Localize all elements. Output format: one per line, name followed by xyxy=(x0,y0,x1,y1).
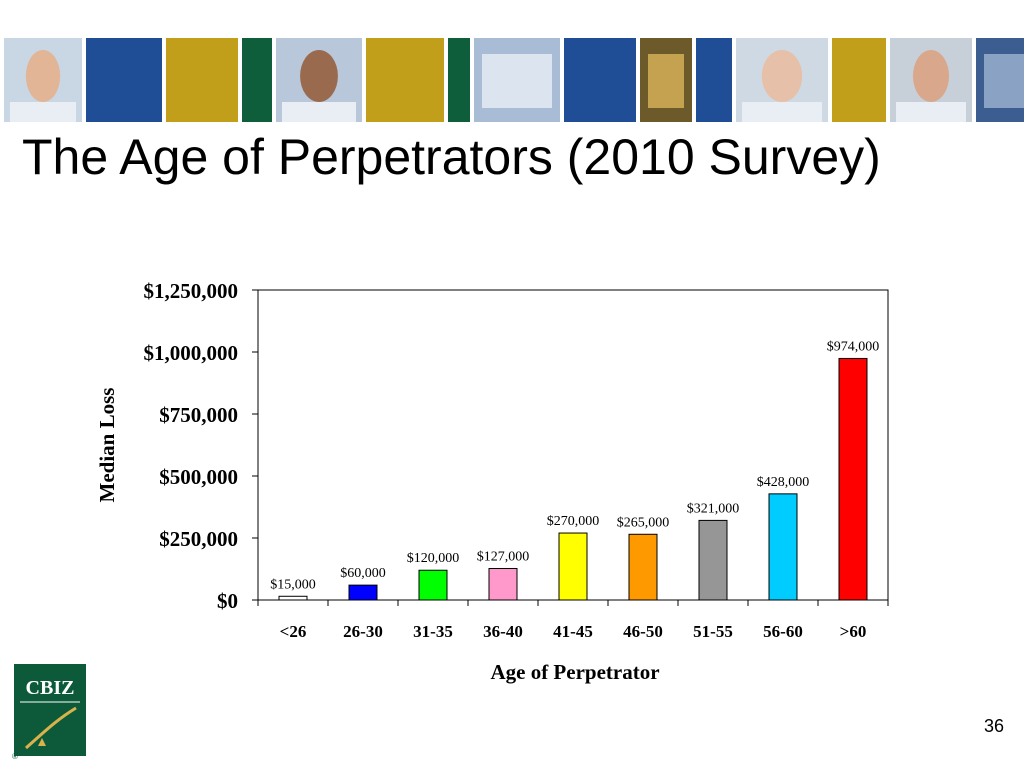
banner-block xyxy=(242,38,272,122)
man-portrait-icon xyxy=(4,38,82,122)
y-tick-label: $1,000,000 xyxy=(144,341,239,365)
y-tick-label: $750,000 xyxy=(159,403,238,427)
x-tick-label: >60 xyxy=(840,622,867,641)
cbiz-logo: CBIZ ® xyxy=(12,664,86,760)
bar xyxy=(558,532,588,601)
data-label: $60,000 xyxy=(340,566,386,581)
pen-document-icon xyxy=(474,38,560,122)
y-tick-label: $0 xyxy=(217,589,238,613)
x-tick-label: 26-30 xyxy=(343,622,383,641)
x-tick-label: 31-35 xyxy=(413,622,453,641)
y-tick-label: $1,250,000 xyxy=(144,279,239,303)
page-number: 36 xyxy=(983,716,1004,736)
bars xyxy=(278,357,868,601)
data-label: $270,000 xyxy=(547,514,600,529)
bar xyxy=(278,595,308,601)
x-tick-label: 51-55 xyxy=(693,622,733,641)
x-tick-label: 56-60 xyxy=(763,622,803,641)
bar xyxy=(348,584,378,601)
data-label: $428,000 xyxy=(757,475,810,490)
x-tick-label: 36-40 xyxy=(483,622,523,641)
registered-mark: ® xyxy=(12,752,18,760)
banner-block xyxy=(86,38,162,122)
x-tick-label: 46-50 xyxy=(623,622,663,641)
banner-block xyxy=(366,38,444,122)
bar xyxy=(838,357,868,601)
x-axis-title: Age of Perpetrator xyxy=(490,660,659,684)
banner-block xyxy=(166,38,238,122)
y-axis-title: Median Loss xyxy=(95,388,119,503)
bar xyxy=(418,569,448,601)
photo-banner xyxy=(4,38,1024,122)
banner-block xyxy=(564,38,636,122)
x-tick-label: 41-45 xyxy=(553,622,593,641)
bar xyxy=(488,568,518,601)
y-tick-label: $500,000 xyxy=(159,465,238,489)
data-label: $127,000 xyxy=(477,550,530,565)
logo-text: CBIZ xyxy=(26,677,75,699)
woman-portrait-2-icon xyxy=(890,38,972,122)
bar xyxy=(628,533,658,601)
data-label: $120,000 xyxy=(407,551,460,566)
dollar-sign-icon xyxy=(976,38,1024,122)
bar xyxy=(768,493,798,601)
woman-portrait-icon xyxy=(276,38,362,122)
older-man-portrait-icon xyxy=(736,38,828,122)
coins-icon xyxy=(640,38,692,122)
data-label: $321,000 xyxy=(687,501,740,516)
x-tick-label: <26 xyxy=(280,622,307,641)
banner-block xyxy=(832,38,886,122)
x-axis: <26 26-30 31-35 36-40 41-45 46-50 51-55 56-60 >6… xyxy=(257,600,889,641)
banner-block xyxy=(696,38,732,122)
banner-block xyxy=(448,38,470,122)
data-label: $265,000 xyxy=(617,515,670,530)
data-label: $974,000 xyxy=(827,339,880,354)
data-label: $15,000 xyxy=(270,577,316,592)
y-tick-label: $250,000 xyxy=(159,527,238,551)
bar xyxy=(698,519,728,601)
data-labels: $15,000 $60,000 $120,000 $127,000 $270,000 $2… xyxy=(270,339,879,592)
slide-title: The Age of Perpetrators (2010 Survey) xyxy=(22,129,881,185)
